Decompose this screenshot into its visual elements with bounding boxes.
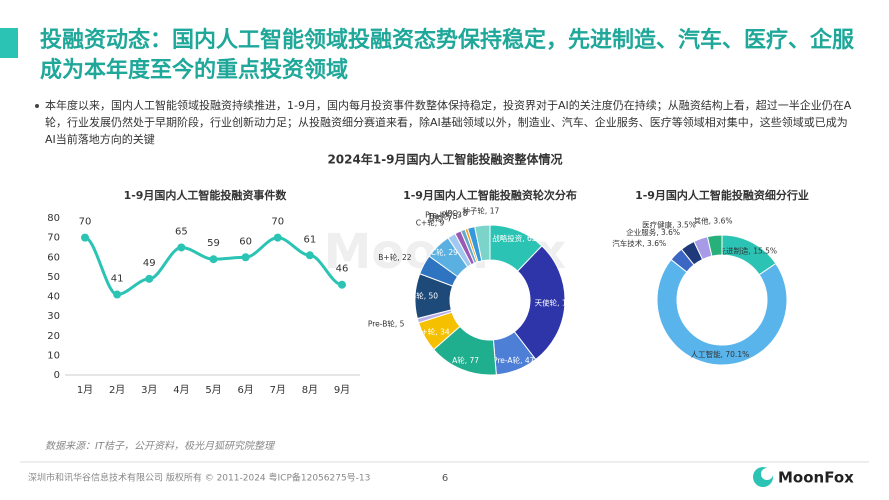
bullet-box: 本年度以来，国内人工智能领域投融资持续推进，1-9月，国内每月投资事件数整体保持… <box>45 99 852 146</box>
y-tick-label: 50 <box>47 272 60 283</box>
chart-title: 1-9月国内人工智能投融资事件数 <box>124 188 288 202</box>
y-tick-label: 0 <box>54 370 60 381</box>
chart-title: 1-9月国内人工智能投融资细分行业 <box>635 188 809 202</box>
logo-icon-cut <box>761 468 773 480</box>
data-label: 人工智能, 70.1% <box>691 349 750 359</box>
point <box>177 243 186 252</box>
x-tick-label: 1月 <box>77 384 93 396</box>
y-tick-label: 30 <box>47 311 60 322</box>
x-tick-label: 4月 <box>173 384 189 396</box>
data-label: 41 <box>111 274 124 285</box>
point <box>113 290 122 299</box>
y-tick-label: 80 <box>47 213 60 224</box>
data-label: A+轮, 34 <box>416 326 449 336</box>
data-label: Pre-B轮, 5 <box>368 319 405 329</box>
data-label: 种子轮, 17 <box>462 205 499 215</box>
data-label: IPO, 8 <box>445 209 467 218</box>
y-tick-label: 20 <box>47 331 60 342</box>
page-number: 6 <box>442 473 448 484</box>
point <box>145 274 154 283</box>
data-label: 59 <box>207 238 220 249</box>
point <box>241 253 250 262</box>
title-box: 投融资动态：国内人工智能领域投融资态势保持稳定，先进制造、汽车、医疗、企服成为本… <box>40 28 855 83</box>
point <box>305 251 314 260</box>
x-tick-label: 3月 <box>141 384 157 396</box>
x-tick-label: 2月 <box>109 384 125 396</box>
data-label: 医疗健康, 3.5% <box>642 219 696 229</box>
source: 数据来源：IT桔子，公开资料，极光月狐研究院整理 <box>45 440 276 452</box>
data-label: 天使轮, 142 <box>535 298 577 308</box>
data-label: D轮, 7 <box>429 214 452 224</box>
point <box>209 255 218 264</box>
title: 投融资动态：国内人工智能领域投融资态势保持稳定，先进制造、汽车、医疗、企服成为本… <box>40 28 855 83</box>
copyright: 深圳市和讯华谷信息技术有限公司 版权所有 © 2011-2024 粤ICP备12… <box>28 472 370 484</box>
chart-title: 1-9月国内人工智能投融资轮次分布 <box>403 188 577 202</box>
y-tick-label: 40 <box>47 292 60 303</box>
y-tick-label: 70 <box>47 233 60 244</box>
slice <box>474 224 491 262</box>
data-label: 49 <box>143 258 156 269</box>
point <box>273 233 282 242</box>
data-label: 65 <box>175 226 188 237</box>
data-label: 企业服务, 3.6% <box>626 227 680 237</box>
data-label: 46 <box>336 264 349 275</box>
section-title: 2024年1-9月国内人工智能投融资整体情况 <box>327 152 562 167</box>
data-label: 61 <box>304 234 317 245</box>
bullet-text: 本年度以来，国内人工智能领域投融资持续推进，1-9月，国内每月投资事件数整体保持… <box>45 99 852 146</box>
data-label: 先进制造, 15.5% <box>718 245 777 255</box>
data-label: D+轮, 5 <box>429 211 458 221</box>
point <box>81 233 89 242</box>
logo: MoonFox <box>778 469 854 487</box>
data-label: Pre-A轮, 47 <box>493 355 535 365</box>
data-label: 其他, 3.6% <box>694 216 733 226</box>
data-label: 70 <box>271 217 284 228</box>
x-tick-label: 8月 <box>302 384 318 396</box>
x-tick-label: 6月 <box>237 384 253 396</box>
data-label: 70 <box>79 217 92 228</box>
data-label: B轮, 50 <box>411 290 438 300</box>
slice <box>706 234 723 257</box>
data-label: C轮, 29 <box>431 247 458 257</box>
data-label: C+轮, 9 <box>416 218 445 228</box>
point <box>338 280 346 289</box>
accent <box>0 28 18 58</box>
data-label: 60 <box>239 236 252 247</box>
data-label: Pre-IPO, 3 <box>425 211 462 220</box>
x-tick-label: 5月 <box>205 384 221 396</box>
data-label: B+轮, 22 <box>378 252 411 262</box>
data-label: 汽车技术, 3.6% <box>612 238 666 248</box>
y-tick-label: 60 <box>47 252 60 263</box>
x-tick-label: 7月 <box>270 384 286 396</box>
x-tick-label: 9月 <box>334 384 350 396</box>
y-tick-label: 10 <box>47 350 60 361</box>
data-label: 战略投资, 63 <box>492 233 537 243</box>
bullet-dot <box>35 104 39 108</box>
slice <box>656 258 788 366</box>
data-label: A轮, 77 <box>452 355 479 365</box>
